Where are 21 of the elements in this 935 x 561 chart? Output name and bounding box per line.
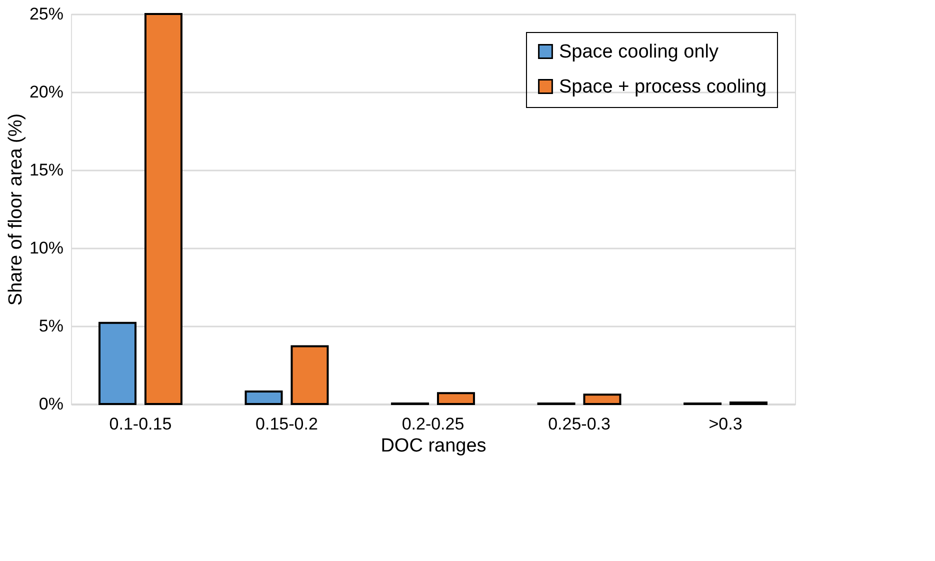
bar xyxy=(244,390,283,405)
y-tick-label: 25% xyxy=(29,4,64,24)
y-tick-label: 15% xyxy=(29,160,64,180)
y-tick-label: 0% xyxy=(38,394,64,414)
x-tick-label: 0.2-0.25 xyxy=(402,414,464,434)
x-tick-label: 0.25-0.3 xyxy=(548,414,610,434)
x-tick-label: 0.1-0.15 xyxy=(109,414,172,434)
bar xyxy=(144,13,182,405)
bar xyxy=(583,394,622,405)
bar xyxy=(436,392,475,405)
bar xyxy=(290,345,329,405)
bar xyxy=(98,322,136,405)
x-axis-title: DOC ranges xyxy=(380,436,486,456)
y-tick-label: 10% xyxy=(29,238,64,258)
y-axis-title: Share of floor area (%) xyxy=(5,113,26,306)
legend-label: Space + process cooling xyxy=(559,76,767,98)
y-tick-label: 20% xyxy=(29,82,64,102)
y-tick-label: 5% xyxy=(38,316,64,336)
x-tick-label: >0.3 xyxy=(708,414,742,434)
legend-label: Space cooling only xyxy=(559,42,719,62)
x-tick-label: 0.15-0.2 xyxy=(256,414,318,434)
